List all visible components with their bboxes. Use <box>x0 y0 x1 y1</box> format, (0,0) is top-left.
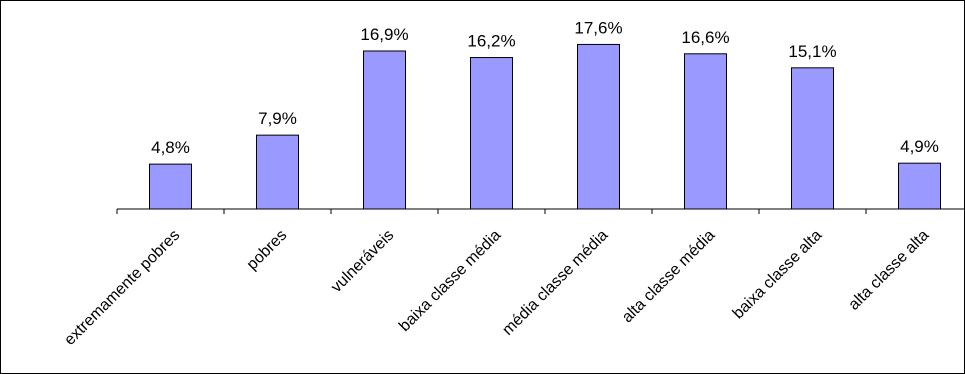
data-labels-group: 4,8% 7,9% 16,9% 16,2% 17,6% 16,6% 15,1% 4,9% <box>151 18 939 157</box>
bar <box>256 134 299 210</box>
x-tick-label: alta classe média <box>619 227 719 327</box>
data-label: 16,9% <box>360 25 408 44</box>
x-tick-label: média classe média <box>499 227 611 339</box>
x-tick-label: pobres <box>244 227 291 274</box>
x-tick-label: baixa classe alta <box>730 227 826 323</box>
bar <box>149 163 192 210</box>
data-label: 16,2% <box>467 32 515 51</box>
bars-group <box>149 43 941 210</box>
x-tick-label: baixa classe média <box>396 227 504 335</box>
bar <box>470 57 513 210</box>
x-tick-labels-group: extremamente pobres pobres vulneráveisbaix… <box>61 227 932 349</box>
x-ticks-group <box>116 209 867 214</box>
x-tick-label: vulneráveis <box>328 227 397 296</box>
x-tick-label: extremamente pobres <box>61 227 183 349</box>
data-label: 17,6% <box>574 18 622 37</box>
data-label: 16,6% <box>681 28 729 47</box>
bar <box>684 53 727 210</box>
bar <box>363 50 406 210</box>
x-tick-label: alta classe alta <box>845 227 932 314</box>
bar <box>898 162 941 210</box>
data-label: 4,8% <box>151 138 190 157</box>
bar <box>791 67 834 210</box>
data-label: 4,9% <box>900 137 939 156</box>
data-label: 15,1% <box>788 42 836 61</box>
data-label: 7,9% <box>258 109 297 128</box>
bar <box>577 43 620 210</box>
